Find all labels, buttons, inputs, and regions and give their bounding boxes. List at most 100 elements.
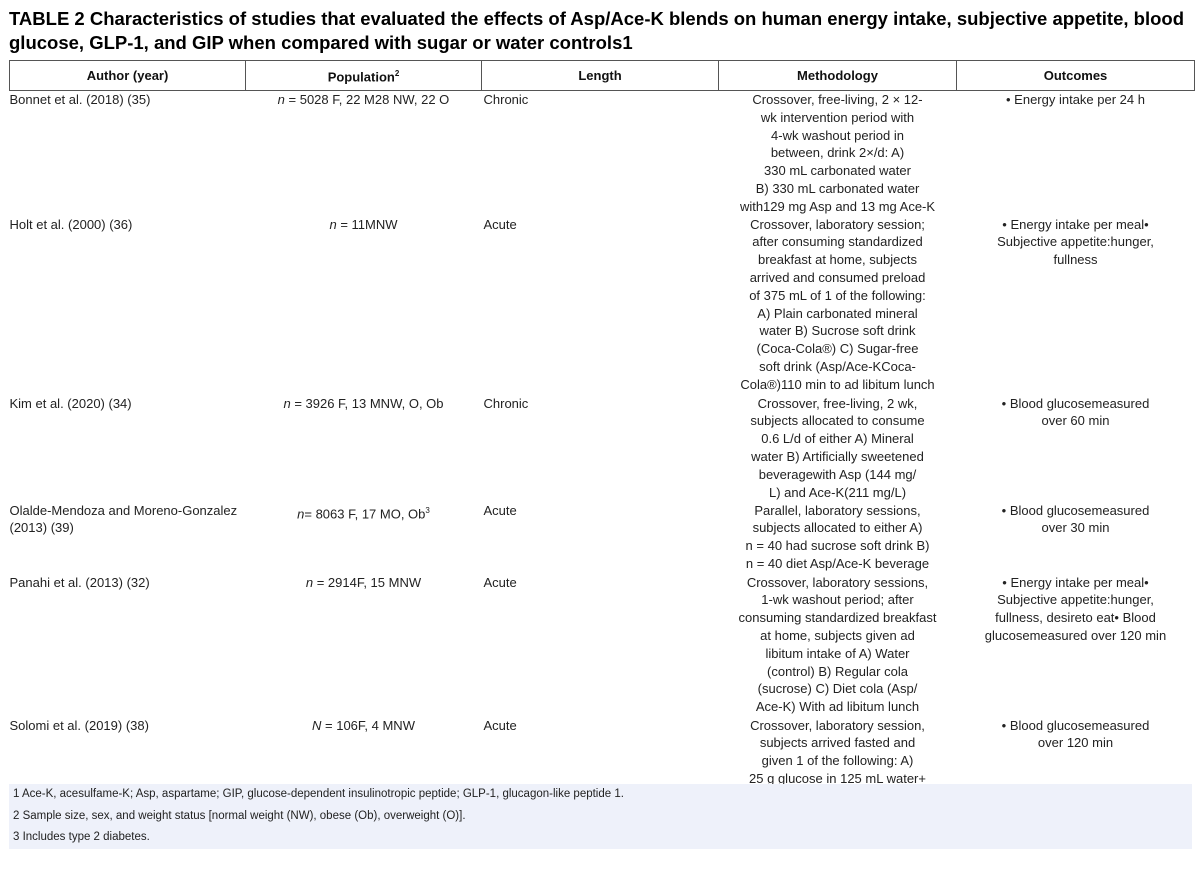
cell-methodology: Crossover, free-living, 2 wk, subjects al… xyxy=(719,395,957,502)
methodology-line: wk intervention period with xyxy=(760,109,915,125)
methodology-line: after consuming standardized xyxy=(752,234,923,250)
cell-author: Kim et al. (2020) (34) xyxy=(9,395,132,411)
table-title: TABLE 2 Characteristics of studies that … xyxy=(9,8,1185,53)
methodology-line: Ace-K) With ad libitum lunch xyxy=(755,699,920,715)
cell-methodology: Crossover, free-living, 2 × 12- wk interv… xyxy=(719,91,957,216)
population-n-symbol: n xyxy=(329,216,337,232)
footnote-3: 3 Includes type 2 diabetes. xyxy=(13,831,150,843)
study-table-container: Author (year) Population2 Length Methodo… xyxy=(9,60,1195,788)
footnote-2: 2 Sample size, sex, and weight status [n… xyxy=(13,810,466,822)
methodology-line: given 1 of the following: A) xyxy=(761,753,914,769)
methodology-line: subjects arrived fasted and xyxy=(759,735,916,751)
methodology-line: water B) Artificially sweetened xyxy=(751,448,924,464)
cell-population: n= 8063 F, 17 MO, Ob3 xyxy=(246,502,482,574)
methodology-line: 0.6 L/d of either A) Mineral xyxy=(761,431,914,447)
population-n-symbol: N xyxy=(312,717,322,733)
cell-outcomes: • Blood glucosemeasured over 120 min xyxy=(957,717,1195,788)
methodology-line: n = 40 diet Asp/Ace-K beverage xyxy=(745,555,930,571)
header-population-note: 2 xyxy=(394,69,400,79)
population-n-symbol: n xyxy=(297,505,305,521)
table-row: Holt et al. (2000) (36) n = 11MNW Acute Cro… xyxy=(10,216,1195,395)
methodology-line: Crossover, free-living, 2 wk, xyxy=(757,395,918,411)
population-n-symbol: n xyxy=(305,574,314,590)
methodology-line: with129 mg Asp and 13 mg Ace-K xyxy=(739,198,936,214)
cell-methodology: Crossover, laboratory sessions, 1-wk wash… xyxy=(719,574,957,717)
methodology-line: 330 mL carbonated water xyxy=(764,163,911,179)
methodology-line: subjects allocated to consume xyxy=(750,413,925,429)
cell-author: Olalde-Mendoza and Moreno-Gonzalez (2013… xyxy=(9,502,238,536)
methodology-line: 1-wk washout period; after xyxy=(761,592,914,608)
population-n-symbol: n xyxy=(277,92,285,107)
methodology-line: consuming standardized breakfast xyxy=(738,610,937,626)
header-methodology: Methodology xyxy=(718,60,957,91)
methodology-line: subjects allocated to either A) xyxy=(752,520,923,536)
methodology-line: Cola®)110 min to ad libitum lunch xyxy=(740,376,935,392)
population-value: = 8063 F, 17 MO, Ob xyxy=(304,505,426,521)
cell-outcomes: • Energy intake per 24 h xyxy=(957,91,1195,216)
study-characteristics-table: Author (year) Population2 Length Methodo… xyxy=(9,60,1195,788)
outcome-line: Subjective appetite:hunger, xyxy=(997,234,1154,250)
cell-author: Panahi et al. (2013) (32) xyxy=(9,574,150,590)
population-value: = 11MNW xyxy=(336,216,398,232)
outcome-line: • Blood glucosemeasured xyxy=(1001,395,1150,411)
population-footnote-marker: 3 xyxy=(425,505,430,515)
population-value: = 5028 F, 22 M28 NW, 22 O xyxy=(284,92,450,107)
outcome-line: • Energy intake per meal• xyxy=(1002,574,1149,590)
outcome-line: fullness xyxy=(1053,252,1098,268)
header-length: Length xyxy=(481,60,719,91)
methodology-line: B) 330 mL carbonated water xyxy=(755,180,920,196)
outcome-line: over 120 min xyxy=(1037,735,1114,751)
outcome-line: glucosemeasured over 120 min xyxy=(984,627,1167,643)
outcome-line: fullness, desireto eat• Blood xyxy=(995,610,1156,626)
header-author: Author (year) xyxy=(9,60,246,91)
cell-methodology: Parallel, laboratory sessions, subjects a… xyxy=(719,502,957,574)
methodology-line: water B) Sucrose soft drink xyxy=(759,323,916,339)
table-row: Bonnet et al. (2018) (35) n = 5028 F, 22 … xyxy=(10,91,1195,216)
table-header-row: Author (year) Population2 Length Methodo… xyxy=(9,60,1195,91)
methodology-line: Crossover, free-living, 2 × 12- xyxy=(752,92,923,107)
cell-length: Acute xyxy=(483,216,517,232)
footnote-1: 1 Ace-K, acesulfame-K; Asp, aspartame; G… xyxy=(13,788,624,800)
cell-length: Chronic xyxy=(483,92,529,107)
cell-outcomes: • Energy intake per meal• Subjective appe… xyxy=(957,574,1195,717)
methodology-line: Crossover, laboratory session, xyxy=(750,717,925,733)
methodology-line: (Coca-Cola®) C) Sugar-free xyxy=(756,341,919,357)
methodology-line: (sucrose) C) Diet cola (Asp/ xyxy=(757,681,918,697)
cell-methodology: Crossover, laboratory session, subjects a… xyxy=(719,717,957,788)
methodology-line: at home, subjects given ad xyxy=(760,627,915,643)
cell-methodology: Crossover, laboratory session; after cons… xyxy=(719,216,957,395)
footnotes: 1 Ace-K, acesulfame-K; Asp, aspartame; G… xyxy=(9,784,1192,849)
methodology-line: Parallel, laboratory sessions, xyxy=(754,502,921,518)
cell-length: Acute xyxy=(483,574,517,590)
methodology-line: breakfast at home, subjects xyxy=(758,252,917,268)
outcome-line: • Blood glucosemeasured xyxy=(1001,717,1150,733)
cell-population: n = 11MNW xyxy=(246,216,482,395)
methodology-line: soft drink (Asp/Ace-KCoca- xyxy=(759,358,916,374)
methodology-line: arrived and consumed preload xyxy=(749,269,926,285)
population-value: = 3926 F, 13 MNW, O, Ob xyxy=(290,395,444,411)
cell-outcomes: • Blood glucosemeasured over 60 min xyxy=(957,395,1195,502)
methodology-line: between, drink 2×/d: A) xyxy=(770,145,905,161)
cell-population: n = 2914F, 15 MNW xyxy=(246,574,482,717)
outcome-line: • Blood glucosemeasured xyxy=(1001,502,1150,518)
table-row: Olalde-Mendoza and Moreno-Gonzalez (2013… xyxy=(10,502,1195,574)
outcome-line: • Energy intake per meal• xyxy=(1002,216,1149,232)
cell-length: Chronic xyxy=(483,395,529,411)
cell-author: Holt et al. (2000) (36) xyxy=(9,216,133,232)
cell-author: Bonnet et al. (2018) (35) xyxy=(9,92,151,107)
methodology-line: (control) B) Regular cola xyxy=(767,663,908,679)
cell-length: Acute xyxy=(483,717,517,733)
methodology-line: 25 g glucose in 125 mL water+ xyxy=(749,770,926,786)
table-row: Solomi et al. (2019) (38) N = 106F, 4 MNW… xyxy=(10,717,1195,788)
methodology-line: of 375 mL of 1 of the following: xyxy=(749,287,926,303)
population-value: = 106F, 4 MNW xyxy=(321,717,415,733)
methodology-line: beveragewith Asp (144 mg/ xyxy=(758,466,917,482)
methodology-line: A) Plain carbonated mineral xyxy=(757,305,918,321)
cell-population: n = 5028 F, 22 M28 NW, 22 O xyxy=(246,91,482,216)
methodology-line: 4-wk washout period in xyxy=(771,127,904,143)
methodology-line: libitum intake of A) Water xyxy=(765,645,910,661)
header-population: Population2 xyxy=(245,60,482,91)
methodology-line: n = 40 had sucrose soft drink B) xyxy=(745,538,930,554)
cell-outcomes: • Blood glucosemeasured over 30 min xyxy=(957,502,1195,574)
header-outcomes: Outcomes xyxy=(956,60,1195,91)
